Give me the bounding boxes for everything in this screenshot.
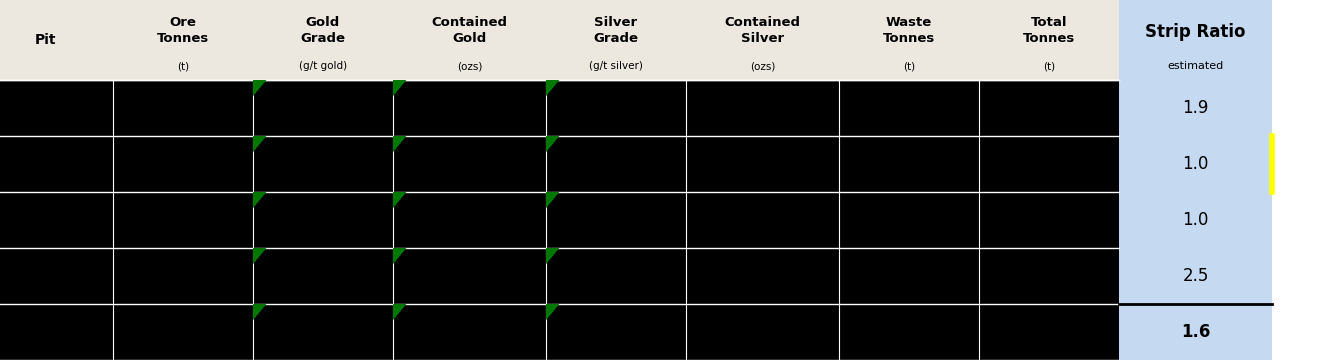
Polygon shape	[393, 192, 407, 208]
Bar	[393, 248, 546, 304]
Bar	[980, 304, 1119, 360]
Bar	[686, 304, 839, 360]
Bar	[980, 80, 1119, 136]
Polygon shape	[546, 80, 560, 96]
Bar	[254, 192, 393, 248]
Polygon shape	[254, 248, 267, 264]
Polygon shape	[254, 304, 267, 320]
Bar	[254, 0, 393, 80]
Bar	[980, 192, 1119, 248]
Text: 1.0: 1.0	[1182, 155, 1209, 173]
Text: estimated: estimated	[1168, 60, 1224, 71]
Polygon shape	[546, 304, 560, 320]
Text: (g/t gold): (g/t gold)	[299, 62, 348, 71]
Bar	[980, 136, 1119, 192]
Text: Pit: Pit	[35, 33, 56, 47]
Bar	[113, 304, 254, 360]
Polygon shape	[546, 192, 560, 208]
Text: 1.9: 1.9	[1182, 99, 1209, 117]
Polygon shape	[546, 136, 560, 152]
Bar	[686, 80, 839, 136]
Text: Silver
Grade: Silver Grade	[593, 16, 639, 45]
Text: (t): (t)	[903, 62, 915, 71]
Polygon shape	[393, 248, 407, 264]
Bar	[686, 0, 839, 80]
Bar	[839, 192, 980, 248]
Polygon shape	[393, 304, 407, 320]
Text: (g/t silver): (g/t silver)	[589, 62, 643, 71]
Polygon shape	[254, 192, 267, 208]
Bar	[1119, 192, 1272, 248]
Text: 1.0: 1.0	[1182, 211, 1209, 229]
Text: 2.5: 2.5	[1182, 267, 1209, 285]
Bar	[546, 304, 686, 360]
Bar	[0, 136, 113, 192]
Bar	[393, 136, 546, 192]
Bar	[980, 0, 1119, 80]
Text: Total
Tonnes: Total Tonnes	[1023, 16, 1075, 45]
Bar	[839, 304, 980, 360]
Polygon shape	[254, 136, 267, 152]
Bar	[546, 136, 686, 192]
Bar	[839, 80, 980, 136]
Text: Contained
Silver: Contained Silver	[725, 16, 800, 45]
Bar	[1119, 136, 1272, 192]
Bar	[546, 80, 686, 136]
Bar	[254, 136, 393, 192]
Bar	[1119, 248, 1272, 304]
Bar	[393, 0, 546, 80]
Bar	[839, 248, 980, 304]
Bar	[113, 248, 254, 304]
Text: Contained
Gold: Contained Gold	[432, 16, 507, 45]
Bar	[393, 192, 546, 248]
Text: Ore
Tonnes: Ore Tonnes	[157, 16, 209, 45]
Bar	[980, 248, 1119, 304]
Polygon shape	[393, 80, 407, 96]
Bar	[1119, 304, 1272, 360]
Bar	[0, 0, 113, 80]
Bar	[393, 80, 546, 136]
Bar	[0, 192, 113, 248]
Text: 1.6: 1.6	[1181, 323, 1210, 341]
Bar	[254, 80, 393, 136]
Bar	[686, 192, 839, 248]
Text: Waste
Tonnes: Waste Tonnes	[883, 16, 935, 45]
Text: (t): (t)	[177, 62, 189, 71]
Bar	[393, 304, 546, 360]
Bar	[113, 192, 254, 248]
Bar	[839, 136, 980, 192]
Bar	[113, 136, 254, 192]
Bar	[686, 248, 839, 304]
Bar	[0, 248, 113, 304]
Text: Gold
Grade: Gold Grade	[301, 16, 345, 45]
Bar	[0, 304, 113, 360]
Bar	[839, 0, 980, 80]
Bar	[254, 304, 393, 360]
Bar	[546, 248, 686, 304]
Polygon shape	[546, 248, 560, 264]
Bar	[113, 80, 254, 136]
Text: Strip Ratio: Strip Ratio	[1145, 23, 1245, 41]
Bar	[546, 192, 686, 248]
Bar	[0, 80, 113, 136]
Bar	[1119, 0, 1272, 80]
Polygon shape	[393, 136, 407, 152]
Text: (ozs): (ozs)	[456, 62, 482, 71]
Bar	[1119, 80, 1272, 136]
Text: (t): (t)	[1043, 62, 1055, 71]
Bar	[254, 248, 393, 304]
Bar	[113, 0, 254, 80]
Text: (ozs): (ozs)	[750, 62, 776, 71]
Bar	[546, 0, 686, 80]
Bar	[686, 136, 839, 192]
Polygon shape	[254, 80, 267, 96]
